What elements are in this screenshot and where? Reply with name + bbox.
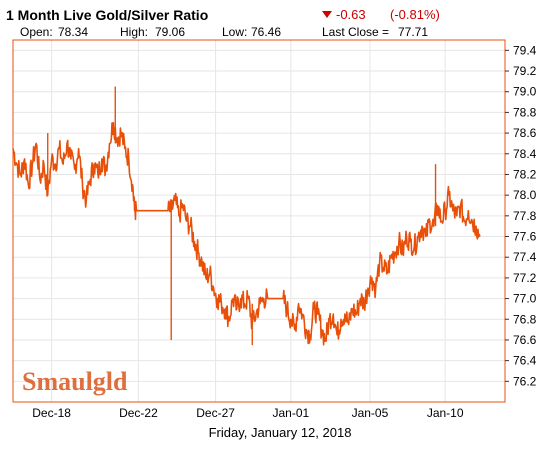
last-close-label: Last Close =	[322, 25, 390, 39]
grid-lines	[13, 40, 505, 402]
last-close-value: 77.71	[398, 25, 429, 39]
x-tick-label: Jan-05	[352, 406, 389, 420]
y-tick-label: 77.6	[513, 230, 537, 244]
y-tick-label: 78.4	[513, 147, 537, 161]
low-value: 76.46	[251, 25, 282, 39]
y-tick-label: 78.8	[513, 105, 537, 119]
price-change: -0.63	[336, 7, 366, 22]
y-axis-ticks: 76.2 76.4 76.6 76.8 77.0 77.2 77.4 77.6 77.8 78.0…	[505, 43, 537, 388]
low-label: Low:	[222, 25, 248, 39]
open-label: Open:	[20, 25, 53, 39]
x-tick-label: Dec-27	[196, 406, 235, 420]
series-layer	[12, 86, 481, 346]
x-tick-label: Dec-18	[32, 406, 71, 420]
y-tick-label: 79.4	[513, 43, 537, 57]
y-tick-label: 77.0	[513, 292, 537, 306]
y-tick-label: 79.0	[513, 85, 537, 99]
open-value: 78.34	[58, 25, 89, 39]
y-tick-label: 78.0	[513, 188, 537, 202]
y-tick-label: 77.4	[513, 250, 537, 264]
logo: Smaulgld	[22, 367, 128, 396]
x-tick-label: Jan-01	[272, 406, 309, 420]
plot-frame	[12, 39, 506, 403]
x-tick-label: Jan-10	[427, 406, 464, 420]
y-tick-label: 78.2	[513, 167, 537, 181]
x-axis-ticks: Dec-18 Dec-22 Dec-27 Jan-01 Jan-05 Jan-10	[32, 406, 464, 420]
y-tick-label: 76.8	[513, 312, 537, 326]
y-tick-label: 79.2	[513, 64, 537, 78]
logo-text: Smaulgld	[22, 367, 128, 396]
y-tick-label: 78.6	[513, 126, 537, 140]
ratio-line	[12, 121, 481, 346]
y-tick-label: 77.2	[513, 271, 537, 285]
high-label: High:	[120, 25, 149, 39]
x-tick-label: Dec-22	[119, 406, 158, 420]
high-value: 79.06	[155, 25, 186, 39]
price-change-percent: (-0.81%)	[390, 7, 440, 22]
chart-title: 1 Month Live Gold/Silver Ratio	[6, 7, 209, 23]
y-tick-label: 76.2	[513, 374, 537, 388]
down-arrow-icon	[322, 11, 332, 18]
y-tick-label: 76.6	[513, 333, 537, 347]
x-axis-label-date: Friday, January 12, 2018	[208, 425, 352, 440]
y-tick-label: 77.8	[513, 209, 537, 223]
y-tick-label: 76.4	[513, 354, 537, 368]
